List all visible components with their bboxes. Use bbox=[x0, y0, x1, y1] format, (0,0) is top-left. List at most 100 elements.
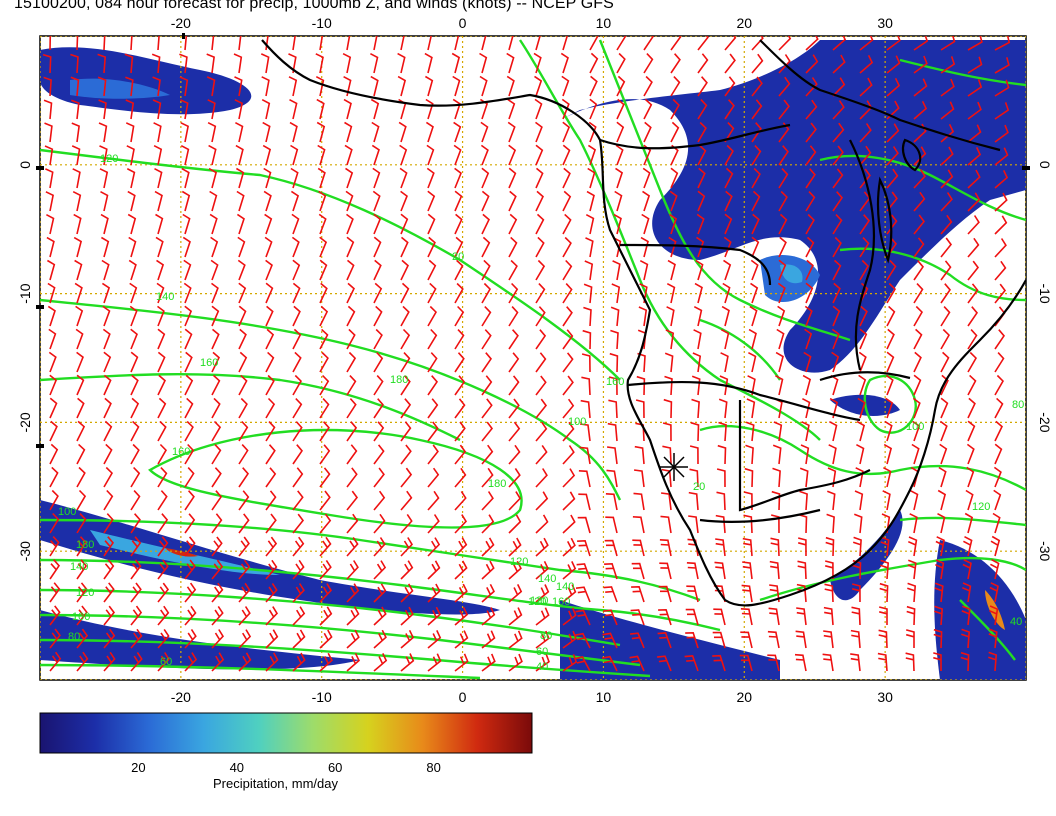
wind-barb bbox=[155, 213, 164, 235]
wind-barb bbox=[562, 306, 573, 327]
wind-barb bbox=[76, 582, 88, 603]
wind-barb bbox=[937, 512, 946, 534]
wind-barb bbox=[130, 351, 139, 373]
wind-barb bbox=[454, 560, 468, 580]
wind-barb bbox=[207, 121, 217, 143]
wind-barb bbox=[751, 213, 760, 235]
wind-barb bbox=[265, 397, 276, 419]
wind-barb bbox=[748, 351, 757, 373]
wind-barb bbox=[800, 444, 810, 465]
wind-barb bbox=[879, 606, 888, 625]
wind-barb bbox=[235, 144, 244, 166]
wind-barb bbox=[292, 559, 305, 580]
wind-barb bbox=[98, 99, 107, 120]
wind-barb bbox=[481, 560, 495, 580]
contour-label: 60 bbox=[160, 656, 172, 668]
wind-barb bbox=[156, 259, 165, 281]
wind-barb bbox=[48, 351, 57, 373]
wind-barb bbox=[715, 514, 726, 534]
wind-barb bbox=[940, 374, 949, 396]
wind-barb bbox=[535, 283, 546, 304]
wind-barb bbox=[767, 654, 780, 672]
wind-barb bbox=[992, 512, 1001, 534]
wind-barb bbox=[291, 213, 300, 235]
contour-label: 40 bbox=[1010, 616, 1022, 628]
wind-barb bbox=[906, 605, 916, 626]
wind-barb bbox=[263, 167, 272, 189]
wind-barb bbox=[669, 213, 678, 235]
wind-barb bbox=[130, 490, 141, 511]
wind-barb bbox=[668, 236, 677, 258]
wind-barb bbox=[714, 561, 726, 580]
wind-barb bbox=[912, 420, 921, 442]
wind-barb bbox=[102, 305, 111, 327]
wind-barb bbox=[940, 237, 953, 258]
wind-barb bbox=[45, 191, 55, 212]
wind-barb bbox=[669, 190, 678, 212]
wind-barb bbox=[346, 467, 358, 488]
wind-barb bbox=[261, 98, 271, 120]
wind-barb bbox=[102, 328, 111, 350]
wind-barb bbox=[76, 420, 86, 442]
wind-barb bbox=[643, 98, 653, 120]
wind-barb bbox=[211, 559, 224, 580]
wind-barb bbox=[587, 144, 597, 166]
wind-barb bbox=[373, 398, 384, 419]
wind-barb bbox=[688, 491, 699, 511]
wind-barb bbox=[824, 583, 834, 603]
wind-barb bbox=[265, 652, 279, 672]
contour-line bbox=[899, 516, 1026, 527]
contour-line bbox=[148, 428, 523, 529]
wind-barb bbox=[740, 631, 753, 649]
wind-barb bbox=[535, 352, 547, 373]
wind-barb bbox=[685, 631, 699, 649]
wind-barb bbox=[99, 168, 109, 189]
wind-barb bbox=[770, 514, 780, 534]
wind-barb bbox=[292, 513, 305, 534]
wind-barb bbox=[777, 305, 786, 327]
tick-label: 0 bbox=[459, 689, 467, 705]
wind-barb bbox=[940, 260, 952, 281]
wind-barb bbox=[454, 606, 469, 626]
wind-barb bbox=[400, 583, 414, 603]
wind-barb bbox=[993, 489, 1002, 511]
wind-barb bbox=[400, 444, 412, 465]
wind-barb bbox=[400, 560, 414, 580]
wind-barb bbox=[49, 605, 61, 626]
wind-barb bbox=[154, 167, 163, 189]
wind-barb bbox=[940, 192, 953, 212]
precip-area bbox=[40, 610, 360, 670]
wind-barb bbox=[883, 466, 892, 488]
wind-barb bbox=[481, 514, 495, 534]
wind-barb bbox=[151, 53, 161, 74]
wind-barb bbox=[775, 351, 784, 373]
contour-line bbox=[699, 318, 781, 381]
wind-barb bbox=[879, 559, 890, 580]
wind-barb bbox=[769, 584, 780, 603]
wind-barb bbox=[427, 213, 436, 235]
wind-barb bbox=[854, 513, 863, 534]
wind-barb bbox=[292, 629, 306, 649]
wind-barb bbox=[400, 467, 413, 488]
wind-barb bbox=[562, 121, 571, 143]
wind-barb bbox=[994, 329, 1006, 350]
wind-barb bbox=[638, 306, 648, 327]
wind-barb bbox=[424, 52, 433, 74]
precip-area bbox=[985, 590, 1005, 630]
wind-barb bbox=[346, 213, 354, 235]
wind-barb bbox=[130, 651, 143, 672]
wind-barb bbox=[184, 374, 194, 396]
wind-barb bbox=[613, 213, 622, 235]
wind-barb bbox=[962, 559, 972, 580]
wind-barb bbox=[697, 76, 708, 97]
wind-barb bbox=[610, 329, 619, 350]
wind-barb bbox=[508, 467, 521, 488]
wind-barb bbox=[832, 168, 844, 189]
wind-barb bbox=[481, 537, 495, 557]
wind-barb bbox=[886, 77, 901, 97]
wind-barb bbox=[630, 632, 645, 649]
wind-barb bbox=[772, 467, 781, 488]
wind-barb bbox=[913, 237, 925, 258]
country-border bbox=[627, 380, 861, 422]
wind-barb bbox=[265, 536, 278, 557]
